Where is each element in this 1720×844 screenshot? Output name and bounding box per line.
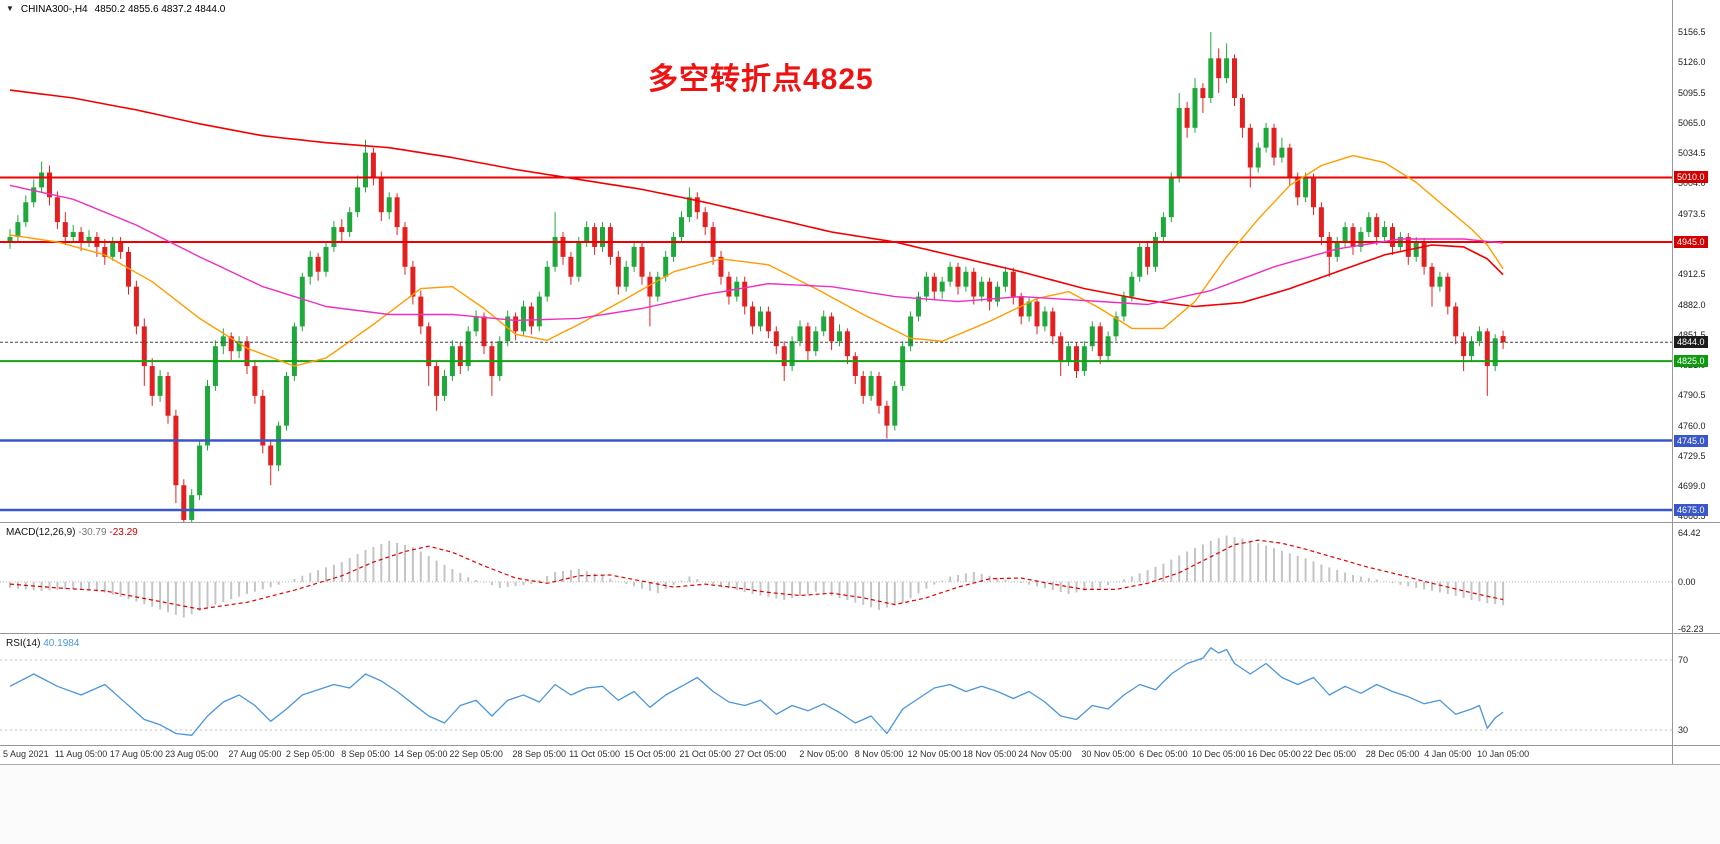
time-axis-label: 15 Oct 05:00 [624,749,676,759]
time-axis-label: 28 Dec 05:00 [1365,749,1420,759]
price-tick-label: 4699.0 [1678,481,1706,492]
horizontal-level-lines[interactable] [0,176,1672,512]
price-tick-label: 5126.0 [1678,57,1706,68]
time-axis-label: 6 Dec 05:00 [1139,749,1188,759]
time-axis-label: 14 Sep 05:00 [394,749,448,759]
chart-annotation-text: 多空转折点4825 [648,63,874,96]
price-tick-label: 4912.5 [1678,269,1706,280]
price-tick-label: 4882.0 [1678,299,1706,310]
ohlc-values: 4850.2 4855.6 4837.2 4844.0 [94,4,226,15]
pane-separator-macd[interactable] [0,522,1720,523]
main-price-pane[interactable] [0,0,1672,522]
time-axis-label: 27 Aug 05:00 [228,749,282,759]
time-axis-label: 16 Dec 05:00 [1247,749,1301,759]
price-tick-label: 5034.5 [1678,148,1706,159]
macd-pane-label: MACD(12,26,9) -30.79 -23.29 [6,527,138,538]
time-axis-label: 17 Aug 05:00 [109,749,163,759]
price-level-badge: 4825.0 [1674,355,1708,368]
time-axis-separator [0,745,1720,746]
time-axis-label: 10 Dec 05:00 [1191,749,1246,759]
ma-fast-magenta [9,184,1504,322]
chart-header: ▼ CHINA300-,H4 4850.2 4855.6 4837.2 4844… [6,4,225,15]
time-axis-label: 2 Sep 05:00 [285,749,335,759]
candlestick-series [7,32,1506,522]
rsi-scale-label: 30 [1678,725,1689,735]
time-axis-label: 2 Nov 05:00 [799,749,848,759]
time-axis-label: 18 Nov 05:00 [962,749,1017,759]
price-axis-border [1672,0,1673,764]
time-axis-label: 24 Nov 05:00 [1018,749,1072,759]
macd-scale-label: 0.00 [1678,576,1696,587]
price-tick-label: 4729.5 [1678,450,1706,461]
ma-slow-red [9,89,1504,308]
macd-signal-line [9,539,1504,610]
macd-signal-value: -23.29 [109,527,138,538]
time-axis-label: 27 Oct 05:00 [734,749,787,759]
price-tick-label: 4760.0 [1678,420,1706,431]
macd-indicator-pane[interactable] [0,523,1672,633]
price-level-badge: 4945.0 [1674,235,1708,248]
price-tick-label: 4973.5 [1678,208,1706,219]
time-axis-label: 11 Aug 05:00 [54,749,108,759]
time-axis-label: 22 Dec 05:00 [1302,749,1357,759]
price-level-badge: 4675.0 [1674,504,1708,517]
bottom-empty-strip [0,764,1720,844]
price-tick-label: 4668.5 [1678,511,1706,522]
macd-histogram [9,535,1505,618]
time-axis-label: 22 Sep 05:00 [449,749,503,759]
rsi-pane-label: RSI(14) 40.1984 [6,638,80,649]
price-tick-label: 4851.5 [1678,329,1706,340]
time-axis-label: 30 Nov 05:00 [1081,749,1135,759]
symbol-dropdown-icon: ▼ [6,4,14,13]
price-level-badge: 4745.0 [1674,434,1708,447]
time-axis-label: 8 Sep 05:00 [341,749,390,759]
symbol-period-label: CHINA300-,H4 [20,4,88,15]
price-tick-label: 5156.5 [1678,27,1706,37]
rsi-indicator-pane[interactable] [0,634,1672,745]
price-tick-label: 4790.5 [1678,390,1706,401]
time-axis-label: 10 Jan 05:00 [1477,749,1530,759]
time-axis-label: 21 Oct 05:00 [679,749,731,759]
time-axis-label: 5 Aug 2021 [3,749,49,759]
time-axis-label: 28 Sep 05:00 [512,749,567,759]
price-tick-label: 5095.5 [1678,87,1706,98]
macd-scale-label: 64.42 [1678,528,1701,538]
time-axis-label: 11 Oct 05:00 [569,749,621,759]
rsi-scale-label: 70 [1678,655,1689,665]
time-axis-label: 12 Nov 05:00 [907,749,962,759]
time-axis-label: 4 Jan 05:00 [1424,749,1472,759]
macd-main-value: -30.79 [78,527,107,538]
pane-separator-rsi[interactable] [0,633,1720,634]
price-level-badge: 5010.0 [1674,171,1708,184]
time-axis-label: 23 Aug 05:00 [165,749,219,759]
rsi-value: 40.1984 [43,638,80,649]
macd-scale-label: -62.23 [1678,624,1704,634]
price-axis-column[interactable] [1673,0,1720,764]
ma-mid-orange [9,154,1504,367]
time-axis-label: 8 Nov 05:00 [854,749,904,759]
price-tick-label: 5065.0 [1678,117,1706,128]
rsi-line [9,647,1504,736]
price-level-badge: 4844.0 [1674,336,1708,349]
